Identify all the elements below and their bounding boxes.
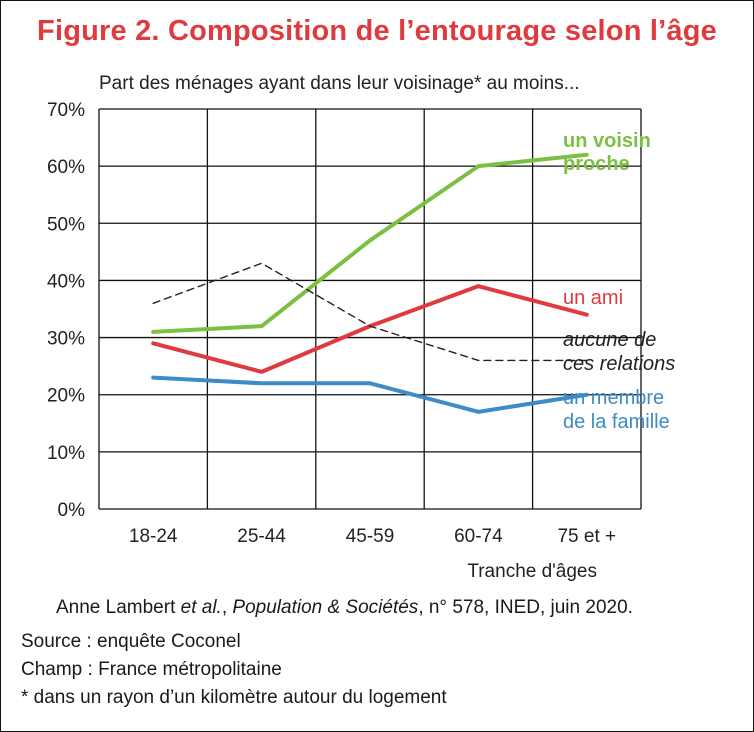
- series-label: un ami: [563, 287, 623, 309]
- x-tick-label: 18-24: [129, 526, 178, 547]
- y-tick-label: 70%: [47, 100, 85, 121]
- series-label: de la famille: [563, 411, 670, 433]
- y-tick-label: 30%: [47, 329, 85, 350]
- citation-author: Anne Lambert: [56, 597, 176, 618]
- citation-rest: , n° 578, INED, juin 2020.: [418, 597, 633, 618]
- citation-etal: et al.: [180, 597, 222, 618]
- y-tick-label: 50%: [47, 214, 85, 235]
- series-label: ces relations: [563, 353, 675, 375]
- citation-sep: ,: [221, 597, 233, 618]
- y-tick-label: 0%: [58, 500, 86, 521]
- y-tick-label: 40%: [47, 271, 85, 292]
- series-label: un membre: [563, 387, 664, 409]
- x-tick-label: 45-59: [346, 526, 395, 547]
- x-tick-label: 75 et +: [557, 526, 616, 547]
- series-line-un-voisin-proche: [151, 152, 589, 334]
- series-line-un-membre-de-la-famille: [151, 375, 589, 414]
- x-axis-title: Tranche d'âges: [467, 561, 597, 582]
- citation-journal: Population & Sociétés: [232, 597, 419, 618]
- x-tick-label: 60-74: [454, 526, 503, 547]
- citation: Anne Lambert et al., Population & Sociét…: [56, 597, 633, 619]
- chart-subtitle: Part des ménages ayant dans leur voisina…: [99, 73, 580, 94]
- source-note: Source : enquête Coconel: [21, 631, 241, 652]
- x-tick-label: 25-44: [237, 526, 286, 547]
- y-tick-label: 20%: [47, 386, 85, 407]
- line-chart: 0% 10% 20% 30% 40% 50% 60% 70% 18-24 25-44 45-59 60…: [47, 100, 675, 582]
- y-tick-label: 10%: [47, 443, 85, 464]
- series-line-aucune-de-ces-relations: [152, 262, 588, 362]
- series-label: proche: [563, 153, 630, 175]
- chart-title: Figure 2. Composition de l’entourage sel…: [37, 15, 717, 47]
- series-label: un voisin: [563, 130, 651, 152]
- series-label: aucune de: [563, 329, 656, 351]
- footnote: * dans un rayon d’un kilomètre autour du…: [21, 687, 447, 708]
- y-tick-label: 60%: [47, 157, 85, 178]
- champ-note: Champ : France métropolitaine: [21, 659, 282, 680]
